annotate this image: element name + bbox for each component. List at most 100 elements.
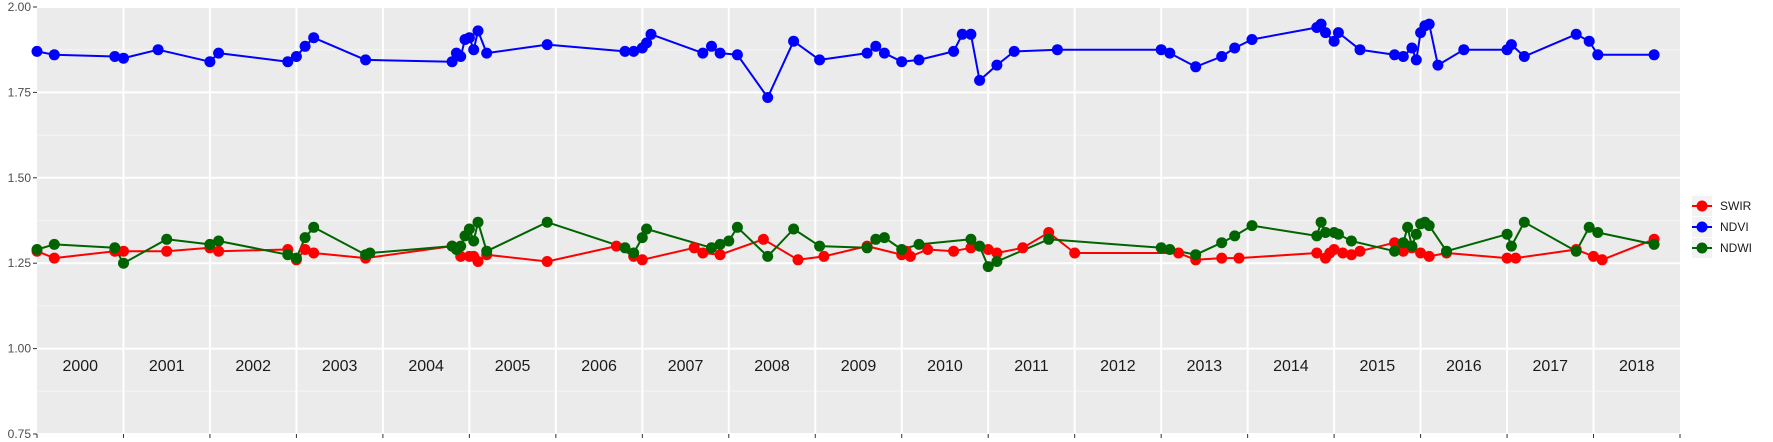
data-point-swir	[1501, 252, 1513, 264]
data-point-ndvi	[1389, 49, 1401, 61]
data-point-ndwi	[308, 221, 320, 233]
data-point-ndwi	[1570, 245, 1582, 257]
data-point-ndvi	[1155, 44, 1167, 56]
data-point-ndwi	[541, 216, 553, 228]
data-point-ndvi	[1648, 49, 1660, 61]
data-point-ndwi	[468, 235, 480, 247]
major-gridlines	[37, 6, 1680, 435]
data-point-ndwi	[481, 245, 493, 257]
data-point-ndwi	[991, 256, 1003, 267]
data-point-swir	[688, 242, 700, 254]
data-point-swir	[308, 247, 320, 259]
data-point-swir	[1423, 250, 1435, 262]
data-point-ndvi	[965, 28, 977, 40]
data-point-ndwi	[1501, 228, 1513, 240]
data-point-swir	[714, 249, 726, 261]
data-point-ndvi	[472, 25, 484, 37]
y-tick-label: 1.75	[8, 85, 32, 99]
data-point-swir	[299, 244, 311, 255]
data-point-ndwi	[723, 235, 735, 247]
data-point-ndvi	[1505, 39, 1517, 51]
data-point-ndvi	[1216, 51, 1228, 62]
data-point-ndwi	[364, 247, 376, 259]
data-point-ndwi	[1518, 216, 1530, 228]
data-point-swir	[1337, 247, 1349, 259]
data-point-swir	[1069, 247, 1081, 259]
year-label: 2017	[1532, 358, 1568, 375]
data-point-ndvi	[948, 45, 960, 57]
data-point-ndwi	[1345, 235, 1357, 247]
data-point-ndvi	[204, 56, 216, 68]
year-label: 2004	[408, 358, 444, 375]
data-point-ndwi	[731, 221, 743, 233]
data-point-swir	[1216, 252, 1228, 264]
data-point-ndvi	[446, 56, 458, 68]
data-point-ndvi	[974, 74, 986, 86]
data-point-ndvi	[290, 51, 302, 62]
data-point-ndvi	[455, 51, 467, 62]
year-label: 2011	[1014, 358, 1049, 375]
year-label: 2002	[235, 358, 271, 375]
data-point-ndwi	[762, 250, 774, 262]
data-point-ndwi	[1164, 244, 1176, 255]
data-point-ndwi	[1155, 242, 1167, 254]
data-point-ndvi	[878, 47, 890, 59]
data-point-swir	[1328, 244, 1340, 255]
data-point-ndvi	[48, 49, 60, 61]
series-points	[31, 18, 1660, 273]
data-point-ndvi	[861, 47, 873, 59]
data-point-ndvi	[641, 37, 653, 49]
legend-label-swir: SWIR	[1720, 199, 1752, 213]
data-point-ndwi	[1229, 230, 1241, 242]
minor-gridlines	[37, 49, 1680, 392]
data-point-ndvi	[1354, 44, 1366, 56]
data-point-swir	[636, 254, 648, 266]
legend-label-ndwi: NDWI	[1720, 241, 1752, 255]
data-point-ndvi	[1051, 44, 1063, 56]
data-point-ndwi	[299, 232, 311, 244]
data-point-ndwi	[1397, 237, 1409, 249]
data-point-ndvi	[697, 47, 709, 59]
data-point-ndvi	[1008, 45, 1020, 57]
data-point-ndwi	[1332, 228, 1344, 240]
year-labels: 2000 2001 2002 2003 2004 2005 2006 2007 2008 2009…	[62, 358, 1654, 375]
data-point-ndvi	[213, 47, 225, 59]
data-point-ndwi	[861, 242, 873, 254]
data-point-ndwi	[913, 238, 925, 250]
data-point-ndwi	[213, 235, 225, 247]
data-point-ndvi	[463, 32, 475, 44]
data-point-ndwi	[282, 249, 294, 261]
data-point-swir	[1173, 247, 1184, 259]
data-point-swir	[965, 242, 977, 254]
y-tick-label: 2.00	[8, 0, 32, 14]
data-point-ndwi	[1592, 227, 1604, 238]
data-point-ndwi	[472, 216, 484, 228]
data-point-ndwi	[982, 261, 994, 273]
legend-label-ndvi: NDVI	[1720, 220, 1749, 234]
data-point-ndwi	[641, 223, 653, 235]
year-label: 2007	[668, 358, 704, 375]
data-point-ndvi	[619, 45, 631, 57]
data-point-ndvi	[1397, 51, 1409, 62]
data-point-ndwi	[619, 242, 631, 254]
data-point-ndvi	[896, 56, 908, 68]
data-point-swir	[792, 254, 804, 266]
data-point-swir	[1588, 250, 1599, 262]
data-point-ndvi	[706, 40, 717, 52]
data-point-ndvi	[299, 40, 311, 52]
data-point-ndwi	[1315, 216, 1327, 228]
data-point-ndvi	[714, 47, 726, 59]
data-point-ndwi	[974, 240, 986, 252]
data-point-ndvi	[1332, 27, 1344, 39]
data-point-ndvi	[308, 32, 320, 44]
data-point-ndvi	[731, 49, 743, 61]
y-axis: 0.75 1.00 1.25 1.50 1.75 2.00	[8, 0, 37, 441]
data-point-ndvi	[282, 56, 294, 68]
data-point-swir	[904, 250, 916, 262]
data-point-swir	[541, 256, 553, 267]
data-point-swir	[472, 256, 484, 267]
data-point-swir	[697, 247, 709, 259]
data-point-swir	[1510, 252, 1522, 264]
data-point-ndvi	[1592, 49, 1604, 61]
data-point-ndwi	[878, 232, 890, 244]
